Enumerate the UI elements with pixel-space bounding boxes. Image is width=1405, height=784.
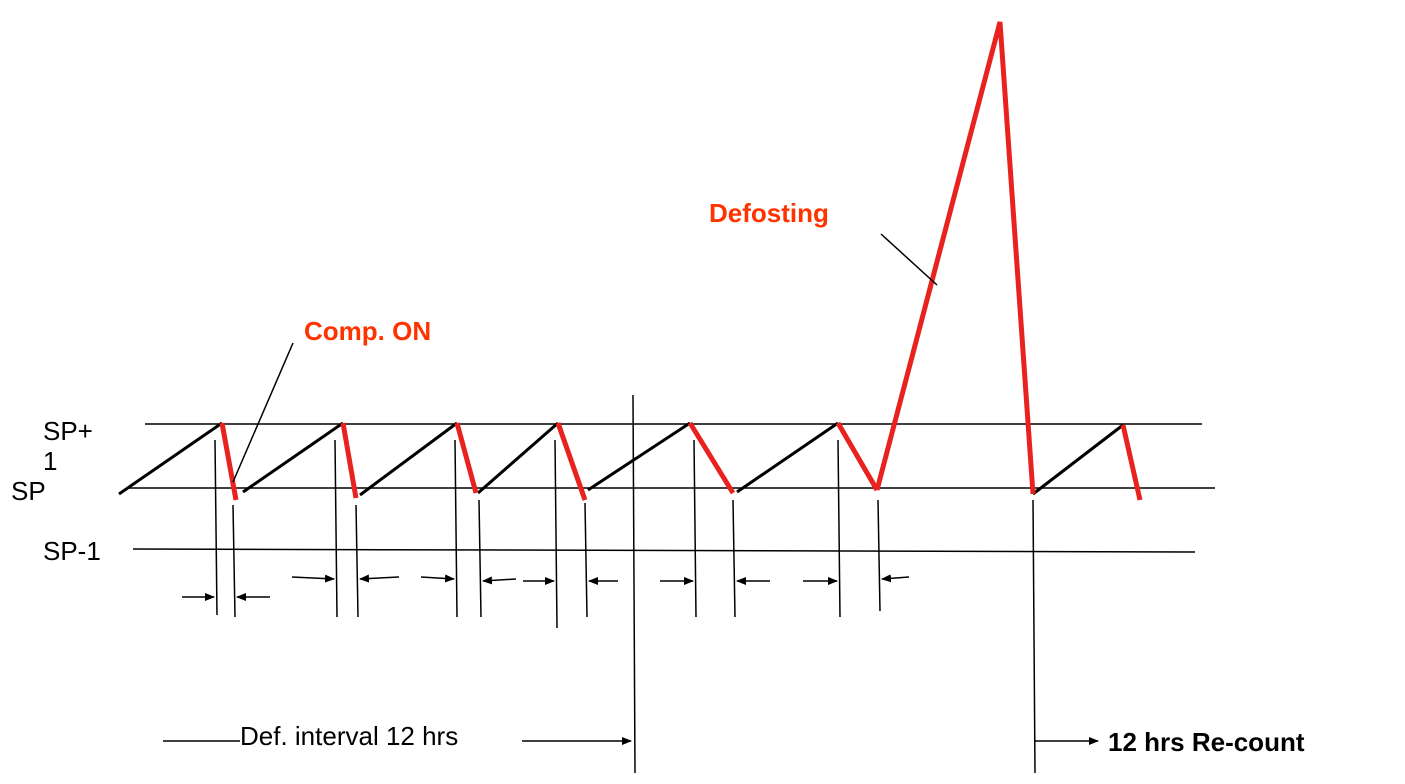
warming-ramp (587, 421, 691, 492)
cycle-marker (732, 499, 736, 618)
cycle-marker (355, 504, 359, 618)
interval-end-marker (632, 394, 636, 774)
defrosting-leader (880, 233, 938, 286)
cycle-marker (478, 499, 482, 618)
cycle-marker (232, 504, 236, 618)
def-interval-label: Def. interval 12 hrs (240, 721, 458, 751)
sp-minus-1-label: SP-1 (43, 536, 101, 566)
cycle-marker (334, 439, 338, 618)
comp-on-label: Comp. ON (304, 316, 431, 346)
cycle-marker (214, 439, 218, 616)
recount-label: 12 hrs Re-count (1108, 727, 1305, 757)
cooling-segment (555, 422, 588, 501)
cycle-marker (837, 439, 841, 618)
right-arrow (291, 574, 335, 583)
left-arrow (359, 574, 400, 583)
cooling-segment (219, 422, 239, 501)
timing-arrows (182, 574, 910, 601)
comp-on-leader (232, 342, 294, 483)
cooling-segment (1120, 424, 1143, 501)
cooling-segment (454, 422, 479, 494)
cycle-marker (584, 502, 588, 618)
cooling-segment (835, 421, 880, 492)
cycle-marker (877, 499, 881, 612)
sp-plus-1-label-digit: 1 (43, 446, 57, 476)
warming-ramp (1032, 423, 1124, 496)
warming-ramp (736, 421, 839, 494)
defrosting-label: Defosting (709, 198, 829, 228)
cycle-marker (554, 439, 558, 629)
warming-ramps (118, 421, 1124, 497)
cooling-segments (219, 421, 1143, 501)
sp-plus-1-label: SP+ (43, 416, 93, 446)
warming-ramp (118, 421, 223, 496)
left-arrow (881, 574, 910, 583)
cycle-markers (214, 439, 881, 629)
cooling-segment (340, 422, 359, 499)
left-arrow (482, 576, 517, 585)
defrost-spike (874, 21, 1036, 495)
warming-ramp (477, 421, 559, 495)
cycle-marker (454, 439, 458, 618)
cycle-marker (693, 439, 697, 618)
cooling-segment (687, 421, 736, 495)
sp-minus-1-line (132, 548, 1196, 553)
recount-start-marker (1032, 499, 1036, 774)
warming-ramp (359, 421, 458, 497)
right-arrow (420, 574, 455, 583)
warming-ramp (242, 421, 344, 494)
sp-label: SP (11, 476, 46, 506)
